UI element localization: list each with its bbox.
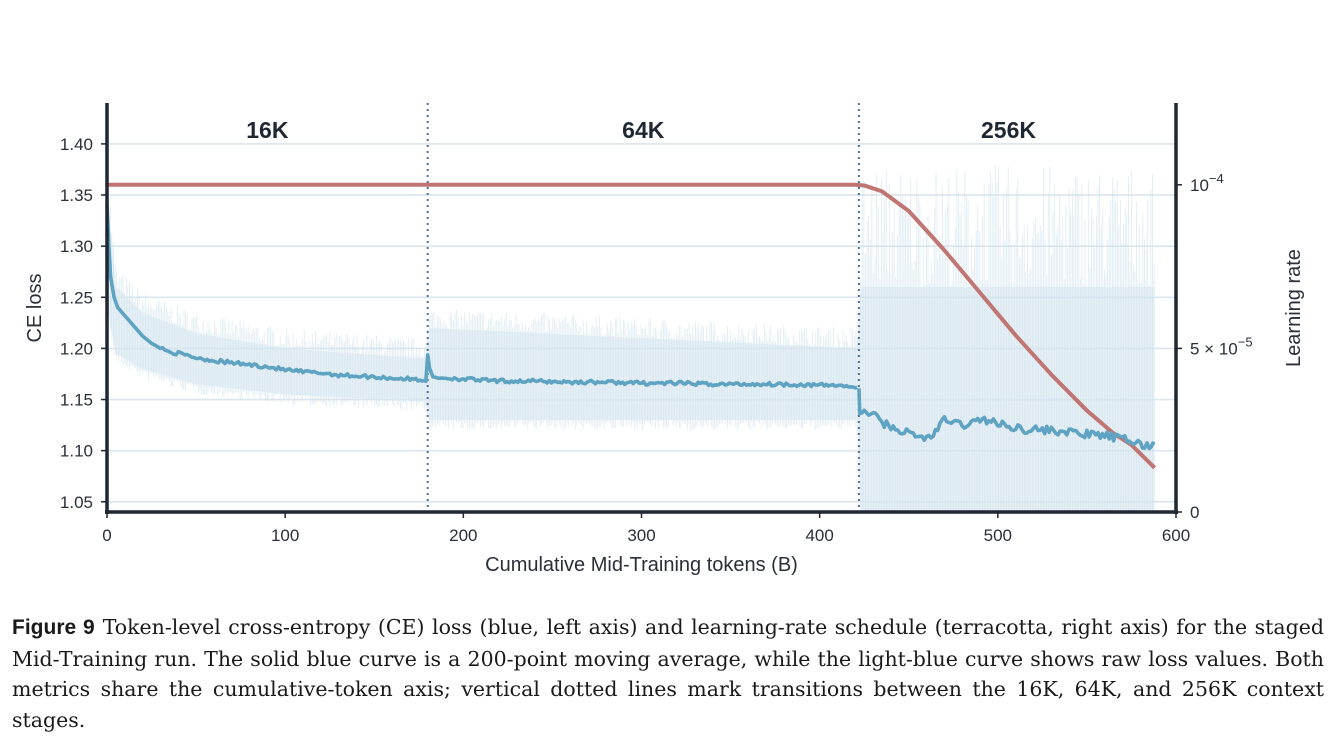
y2-axis-label: Learning rate: [1283, 249, 1305, 367]
x-tick-label: 500: [984, 526, 1012, 545]
x-tick-label: 400: [805, 526, 833, 545]
y-tick-label: 1.30: [60, 237, 93, 256]
y2-tick-label: 5 × 10−5: [1190, 334, 1253, 358]
loss-moving-average-line: [105, 205, 1156, 451]
raw-loss-spikes: [106, 165, 1155, 512]
y2-tick-label: 10−4: [1190, 171, 1224, 195]
figure-caption-text: Token-level cross-entropy (CE) loss (blu…: [12, 615, 1324, 732]
x-axis-label: Cumulative Mid-Training tokens (B): [485, 554, 798, 576]
figure-label: Figure 9: [12, 616, 95, 639]
figure-caption: Figure 9 Token-level cross-entropy (CE) l…: [12, 612, 1324, 735]
y-tick-label: 1.20: [60, 339, 93, 358]
y2-tick-label: 0: [1190, 503, 1199, 522]
y-tick-label: 1.05: [60, 493, 93, 512]
y-tick-label: 1.10: [60, 442, 93, 461]
loss-and-lr-chart: 1.05 1.10 1.15 1.20 1.25 1.30 1.35 1.40 0 100 200 3…: [24, 103, 1305, 576]
x-tick-label: 0: [102, 526, 111, 545]
x-tick-label: 300: [627, 526, 655, 545]
x-tick-label: 600: [1162, 526, 1190, 545]
stage-label-16k: 16K: [246, 117, 289, 143]
learning-rate-line: [107, 182, 1157, 470]
x-tick-label: 200: [449, 526, 477, 545]
y-tick-label: 1.25: [60, 288, 93, 307]
stage-label-256k: 256K: [981, 117, 1036, 143]
stage-label-64k: 64K: [622, 117, 665, 143]
y-tick-label: 1.40: [60, 135, 93, 154]
x-tick-label: 100: [271, 526, 299, 545]
y-tick-label: 1.15: [60, 391, 93, 410]
y-tick-label: 1.35: [60, 186, 93, 205]
y-axis-label: CE loss: [24, 274, 46, 343]
